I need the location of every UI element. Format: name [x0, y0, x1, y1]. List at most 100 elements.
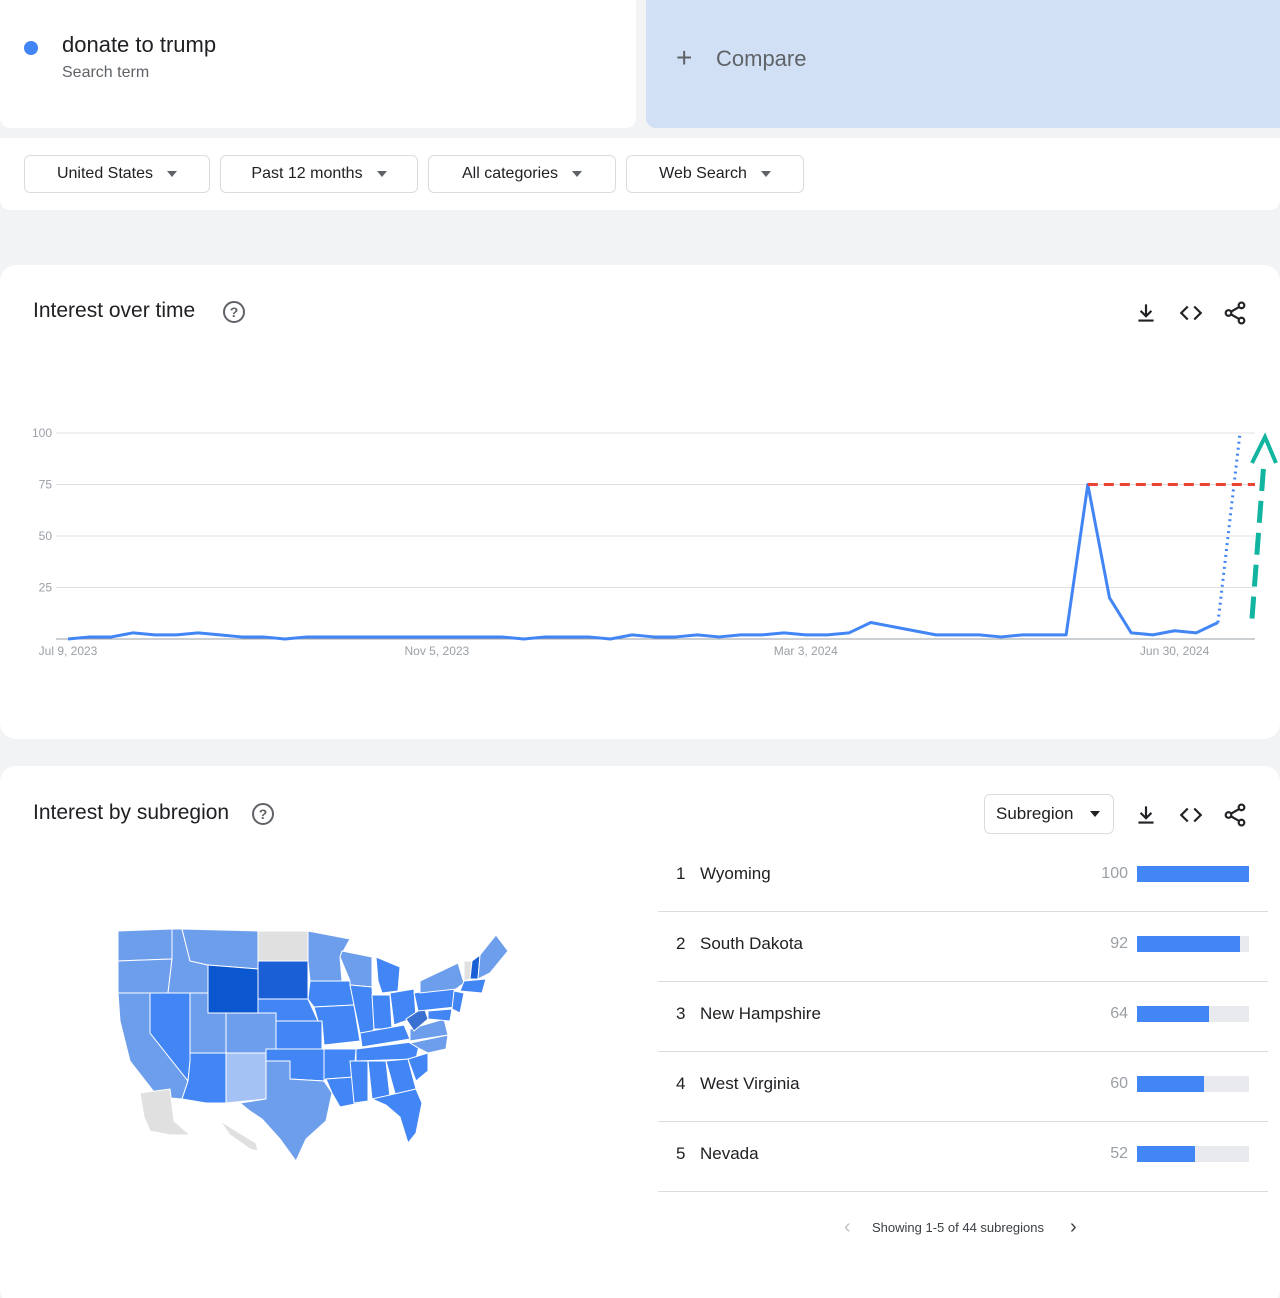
x-tick-label: Jun 30, 2024 [1140, 644, 1210, 658]
subregion-bar [1137, 1076, 1205, 1092]
compare-button[interactable]: + Compare [646, 0, 1280, 128]
y-tick-label: 100 [32, 426, 52, 440]
share-icon[interactable] [1222, 802, 1248, 828]
projection-line [1216, 432, 1242, 623]
subregion-selector[interactable]: Subregion [984, 794, 1114, 834]
pagination: ‹ Showing 1-5 of 44 subregions › [840, 1216, 1090, 1240]
y-tick-label: 75 [39, 478, 53, 492]
interest-by-subregion-title: Interest by subregion [33, 801, 230, 824]
map-region [371, 994, 393, 1030]
search-type-filter-label: Web Search [659, 165, 747, 182]
compare-label: Compare [716, 46, 807, 71]
search-term-card[interactable]: donate to trump Search term [0, 0, 636, 128]
subregion-row[interactable]: 5 Nevada 52 [658, 1122, 1268, 1192]
search-term-title[interactable]: donate to trump [62, 32, 217, 57]
search-term-subtitle: Search term [62, 64, 150, 81]
map-region [117, 928, 173, 962]
subregion-value: 52 [1110, 1145, 1128, 1162]
map-region [257, 930, 309, 962]
subregion-bar [1137, 936, 1241, 952]
map-region [370, 1088, 423, 1145]
interest-over-time-card: Interest over time ? 100 75 50 25 Jul 9, 202… [0, 265, 1280, 739]
subregion-name[interactable]: Nevada [700, 1144, 759, 1163]
map-region [407, 1052, 429, 1082]
subregion-bar-track [1137, 1006, 1249, 1022]
us-subregion-map[interactable] [110, 921, 520, 1161]
chevron-right-icon[interactable]: › [1070, 1216, 1077, 1238]
caret-down-icon [572, 171, 583, 177]
time-range-filter-label: Past 12 months [251, 165, 363, 182]
subregion-bar-track [1137, 1076, 1249, 1092]
caret-down-icon [760, 171, 771, 177]
subregion-name[interactable]: South Dakota [700, 934, 804, 953]
time-range-filter[interactable]: Past 12 months [220, 155, 418, 193]
subregion-bar [1137, 1006, 1209, 1022]
subregion-value: 64 [1110, 1005, 1128, 1022]
map-region [367, 1060, 391, 1100]
map-region [225, 1052, 267, 1104]
map-region [477, 934, 509, 980]
region-filter[interactable]: United States [24, 155, 210, 193]
subregion-row[interactable]: 4 West Virginia 60 [658, 1052, 1268, 1122]
caret-down-icon [1089, 811, 1100, 817]
map-region [409, 1018, 449, 1042]
category-filter[interactable]: All categories [428, 155, 616, 193]
download-icon[interactable] [1133, 802, 1159, 828]
subregion-bar-track [1137, 936, 1249, 952]
filter-bar: United States Past 12 months All categor… [0, 138, 1280, 210]
map-region [139, 1088, 192, 1136]
embed-code-icon[interactable] [1178, 802, 1204, 828]
share-icon[interactable] [1222, 300, 1248, 326]
x-tick-label: Nov 5, 2023 [405, 644, 470, 658]
help-icon[interactable]: ? [252, 803, 274, 825]
map-region [451, 990, 465, 1014]
search-type-filter[interactable]: Web Search [626, 155, 804, 193]
interest-over-time-chart: 100 75 50 25 Jul 9, 2023 Nov 5, 2023 Mar 3, 20… [32, 426, 1278, 658]
region-filter-label: United States [56, 165, 154, 182]
subregion-row[interactable]: 3 New Hampshire 64 [658, 982, 1268, 1052]
map-region [257, 960, 309, 1000]
subregion-bar [1137, 1146, 1196, 1162]
map-region [427, 1008, 453, 1022]
subregion-bar-track [1137, 1146, 1249, 1162]
subregion-row[interactable]: 2 South Dakota 92 [658, 912, 1268, 982]
rank-number: 2 [676, 934, 686, 953]
subregion-selector-label: Subregion [996, 804, 1074, 823]
map-region [219, 1120, 259, 1152]
rank-number: 5 [676, 1144, 686, 1163]
arrow-head-icon [1250, 432, 1278, 464]
x-tick-label: Mar 3, 2024 [774, 644, 838, 658]
plus-icon: + [676, 42, 693, 73]
download-icon[interactable] [1133, 300, 1159, 326]
trend-arrow [1249, 460, 1267, 619]
map-region [307, 980, 355, 1008]
subregion-bar-track [1137, 866, 1249, 882]
map-region [238, 1060, 333, 1161]
interest-over-time-title: Interest over time [33, 299, 196, 322]
caret-down-icon [376, 171, 387, 177]
pagination-text: Showing 1-5 of 44 subregions [872, 1220, 1045, 1235]
rank-number: 1 [676, 864, 686, 883]
map-region [459, 978, 487, 994]
embed-code-icon[interactable] [1178, 300, 1204, 326]
map-region [375, 956, 401, 994]
chevron-left-icon[interactable]: ‹ [844, 1216, 851, 1238]
subregion-name[interactable]: Wyoming [700, 864, 771, 883]
y-tick-label: 25 [39, 581, 53, 595]
y-tick-label: 50 [39, 529, 53, 543]
x-tick-label: Jul 9, 2023 [39, 644, 98, 658]
help-icon[interactable]: ? [223, 301, 245, 323]
map-region [325, 1076, 361, 1108]
subregion-name[interactable]: West Virginia [700, 1074, 800, 1093]
interest-by-subregion-card: Interest by subregion ? Subregion [0, 766, 1280, 1298]
rank-number: 4 [676, 1074, 686, 1093]
subregion-value: 92 [1110, 935, 1128, 952]
map-region [419, 962, 465, 994]
map-region [207, 964, 259, 1014]
rank-number: 3 [676, 1004, 686, 1023]
subregion-name[interactable]: New Hampshire [700, 1004, 821, 1023]
map-region [117, 958, 173, 994]
caret-down-icon [167, 171, 178, 177]
subregion-row[interactable]: 1 Wyoming 100 [658, 842, 1268, 912]
term-color-dot [24, 41, 38, 55]
